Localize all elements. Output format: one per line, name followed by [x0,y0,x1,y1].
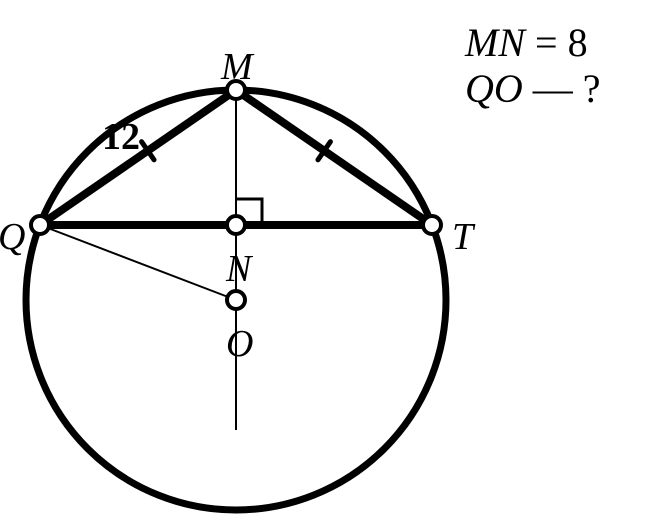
label-M: M [221,45,253,89]
label-O: O [226,322,253,366]
label-N: N [226,247,251,291]
given-line-2: QO — ? [465,66,601,112]
given-line-1: MN = 8 [465,20,601,66]
label-T: T [452,215,473,259]
given-text: MN = 8 QO — ? [465,20,601,112]
label-Q: Q [0,215,25,259]
segment-length-QM: 12 [102,115,140,159]
